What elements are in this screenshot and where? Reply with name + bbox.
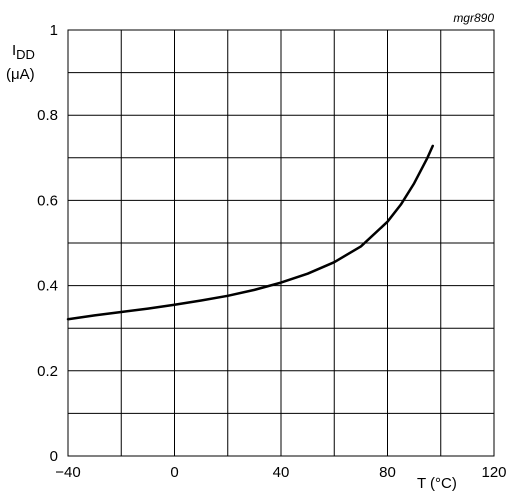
x-axis-label: T (°C) [417, 475, 457, 492]
y-tick-label: 0.6 [37, 192, 58, 209]
x-tick-label: 0 [170, 464, 178, 481]
y-tick-label: 0.2 [37, 363, 58, 380]
x-tick-label: −40 [55, 464, 80, 481]
y-tick-label: 0 [50, 448, 58, 465]
plot-frame [67, 29, 495, 457]
y-tick-label: 0.8 [37, 107, 58, 124]
figure-reference: mgr890 [453, 11, 494, 25]
x-tick-labels: −40 0 40 80 120 [55, 464, 506, 481]
y-tick-label: 1 [50, 22, 58, 39]
x-tick-label: 120 [481, 464, 506, 481]
y-axis-label: IDD [12, 42, 35, 62]
data-series-line [66, 144, 435, 321]
x-tick-label: 80 [379, 464, 396, 481]
y-tick-labels: 0 0.2 0.4 0.6 0.8 1 [37, 22, 58, 465]
x-tick-label: 40 [273, 464, 290, 481]
y-axis-unit: (μA) [6, 66, 35, 83]
y-tick-label: 0.4 [37, 278, 58, 295]
grid [68, 30, 494, 456]
